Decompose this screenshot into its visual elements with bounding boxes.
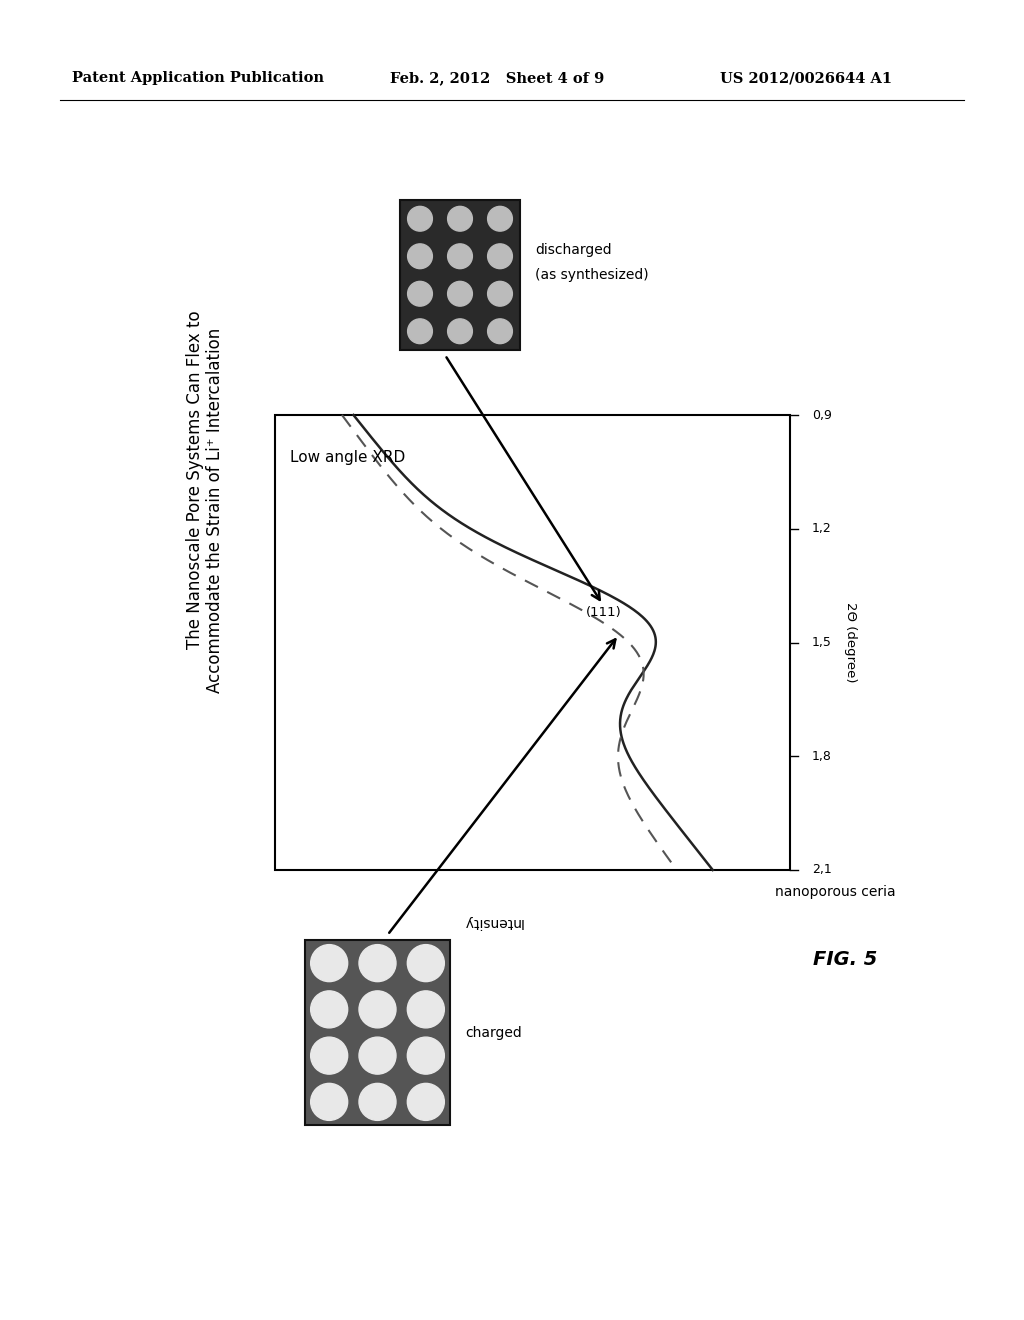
Text: charged: charged: [465, 1026, 522, 1040]
Circle shape: [408, 281, 432, 306]
Text: 2Θ (degree): 2Θ (degree): [844, 602, 856, 682]
Circle shape: [487, 281, 512, 306]
Circle shape: [408, 1084, 444, 1121]
Circle shape: [359, 1038, 396, 1074]
Circle shape: [359, 945, 396, 982]
Text: nanoporous ceria: nanoporous ceria: [775, 884, 895, 899]
Text: Intensity: Intensity: [463, 915, 522, 929]
Text: (as synthesized): (as synthesized): [535, 268, 648, 282]
Circle shape: [310, 1084, 348, 1121]
Text: US 2012/0026644 A1: US 2012/0026644 A1: [720, 71, 892, 84]
Circle shape: [408, 945, 444, 982]
Circle shape: [408, 206, 432, 231]
Text: Feb. 2, 2012   Sheet 4 of 9: Feb. 2, 2012 Sheet 4 of 9: [390, 71, 604, 84]
Text: The Nanoscale Pore Systems Can Flex to: The Nanoscale Pore Systems Can Flex to: [186, 310, 204, 649]
Circle shape: [408, 991, 444, 1028]
Text: Patent Application Publication: Patent Application Publication: [72, 71, 324, 84]
Circle shape: [447, 206, 472, 231]
Circle shape: [408, 319, 432, 343]
Circle shape: [447, 281, 472, 306]
Circle shape: [408, 244, 432, 269]
Circle shape: [487, 319, 512, 343]
Circle shape: [487, 244, 512, 269]
Circle shape: [408, 1038, 444, 1074]
Circle shape: [447, 244, 472, 269]
Bar: [400, 201, 520, 350]
Text: 1,5: 1,5: [812, 636, 831, 649]
Text: Low angle XRD: Low angle XRD: [290, 450, 406, 465]
Circle shape: [310, 1038, 348, 1074]
Circle shape: [487, 206, 512, 231]
Text: 1,8: 1,8: [812, 750, 831, 763]
Text: 2,1: 2,1: [812, 863, 831, 876]
Circle shape: [310, 991, 348, 1028]
Text: 0,9: 0,9: [812, 408, 831, 421]
Text: 1,2: 1,2: [812, 523, 831, 535]
Circle shape: [310, 945, 348, 982]
Text: (111): (111): [586, 606, 622, 619]
Bar: [305, 940, 450, 1125]
Circle shape: [359, 1084, 396, 1121]
Circle shape: [359, 991, 396, 1028]
Circle shape: [447, 319, 472, 343]
Text: discharged: discharged: [535, 243, 611, 257]
Text: FIG. 5: FIG. 5: [813, 950, 878, 969]
Bar: [275, 414, 790, 870]
Text: Accommodate the Strain of Li⁺ Intercalation: Accommodate the Strain of Li⁺ Intercalat…: [206, 327, 224, 693]
